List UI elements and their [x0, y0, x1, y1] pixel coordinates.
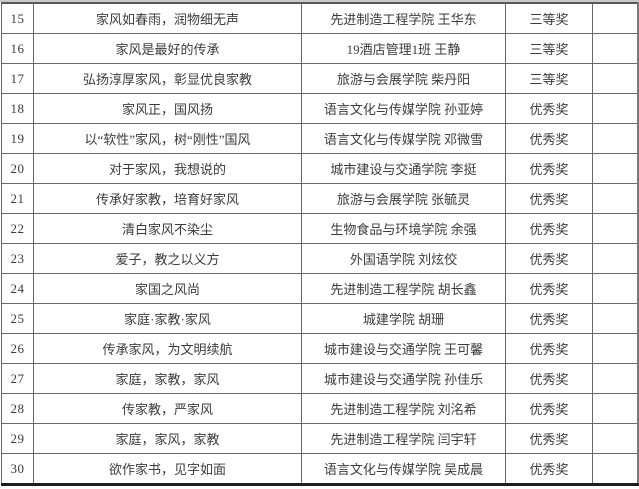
award-cell: 优秀奖 — [505, 273, 593, 304]
title-cell: 家风是最好的传承 — [33, 33, 302, 64]
award-cell: 优秀奖 — [505, 123, 593, 154]
notes-cell — [592, 243, 638, 274]
table-row: 15 家风如春雨，润物细无声 先进制造工程学院 王华东 三等奖 — [1, 2, 638, 34]
author-cell: 先进制造工程学院 王华东 — [301, 2, 506, 34]
author-cell: 城市建设与交通学院 李挺 — [301, 153, 506, 184]
notes-cell — [592, 123, 638, 154]
title-cell: 爱子，教之以义方 — [33, 243, 302, 274]
row-number-cell: 28 — [1, 393, 34, 424]
table-row: 25 家庭·家教·家风 城建学院 胡珊 优秀奖 — [1, 303, 638, 334]
notes-cell — [592, 2, 638, 34]
row-number-cell: 19 — [1, 123, 34, 154]
author-cell: 城建学院 胡珊 — [301, 303, 506, 334]
row-number-cell: 27 — [1, 363, 34, 394]
award-cell: 优秀奖 — [505, 363, 593, 394]
author-cell: 语言文化与传媒学院 吴成晨 — [301, 453, 506, 485]
award-cell: 优秀奖 — [505, 153, 593, 184]
title-cell: 家风如春雨，润物细无声 — [33, 2, 302, 34]
award-cell: 优秀奖 — [505, 333, 593, 364]
title-cell: 清白家风不染尘 — [33, 213, 302, 244]
award-cell: 优秀奖 — [505, 243, 593, 274]
table-row: 17 弘扬淳厚家风，彰显优良家教 旅游与会展学院 柴丹阳 三等奖 — [1, 63, 638, 94]
title-cell: 家庭，家风，家教 — [33, 423, 302, 454]
table-row: 18 家风正，国风扬 语言文化与传媒学院 孙亚婷 优秀奖 — [1, 93, 638, 124]
row-number-cell: 20 — [1, 153, 34, 184]
table-row: 29 家庭，家风，家教 先进制造工程学院 闫宇轩 优秀奖 — [1, 423, 638, 454]
award-cell: 三等奖 — [505, 63, 593, 94]
table-row: 27 家庭，家教，家风 城市建设与交通学院 孙佳乐 优秀奖 — [1, 363, 638, 394]
author-cell: 生物食品与环境学院 余强 — [301, 213, 506, 244]
notes-cell — [592, 93, 638, 124]
table-row: 21 传承好家教，培育好家风 旅游与会展学院 张毓灵 优秀奖 — [1, 183, 638, 214]
table-row: 20 对于家风，我想说的 城市建设与交通学院 李挺 优秀奖 — [1, 153, 638, 184]
top-edge-divider — [0, 0, 639, 2]
row-number-cell: 15 — [1, 2, 34, 34]
author-cell: 先进制造工程学院 胡长鑫 — [301, 273, 506, 304]
notes-cell — [592, 153, 638, 184]
row-number-cell: 25 — [1, 303, 34, 334]
title-cell: 家庭·家教·家风 — [33, 303, 302, 334]
award-cell: 优秀奖 — [505, 453, 593, 485]
author-cell: 旅游与会展学院 柴丹阳 — [301, 63, 506, 94]
row-number-cell: 23 — [1, 243, 34, 274]
award-cell: 优秀奖 — [505, 423, 593, 454]
award-cell: 优秀奖 — [505, 303, 593, 334]
notes-cell — [592, 393, 638, 424]
row-number-cell: 18 — [1, 93, 34, 124]
author-cell: 先进制造工程学院 闫宇轩 — [301, 423, 506, 454]
author-cell: 城市建设与交通学院 孙佳乐 — [301, 363, 506, 394]
title-cell: 传家教，严家风 — [33, 393, 302, 424]
row-number-cell: 21 — [1, 183, 34, 214]
row-number-cell: 30 — [1, 453, 34, 485]
title-cell: 家庭，家教，家风 — [33, 363, 302, 394]
notes-cell — [592, 63, 638, 94]
notes-cell — [592, 453, 638, 485]
award-cell: 优秀奖 — [505, 393, 593, 424]
table-row: 16 家风是最好的传承 19酒店管理1班 王静 三等奖 — [1, 33, 638, 64]
notes-cell — [592, 423, 638, 454]
title-cell: 家国之风尚 — [33, 273, 302, 304]
table-row: 26 传承家风，为文明续航 城市建设与交通学院 王可馨 优秀奖 — [1, 333, 638, 364]
author-cell: 语言文化与传媒学院 孙亚婷 — [301, 93, 506, 124]
table-row: 30 欲作家书，见字如面 语言文化与传媒学院 吴成晨 优秀奖 — [1, 453, 638, 485]
table-row: 23 爱子，教之以义方 外国语学院 刘炫佼 优秀奖 — [1, 243, 638, 274]
table-row: 22 清白家风不染尘 生物食品与环境学院 余强 优秀奖 — [1, 213, 638, 244]
author-cell: 先进制造工程学院 刘洺希 — [301, 393, 506, 424]
title-cell: 传承好家教，培育好家风 — [33, 183, 302, 214]
row-number-cell: 29 — [1, 423, 34, 454]
row-number-cell: 16 — [1, 33, 34, 64]
row-number-cell: 24 — [1, 273, 34, 304]
notes-cell — [592, 303, 638, 334]
title-cell: 欲作家书，见字如面 — [33, 453, 302, 485]
title-cell: 传承家风，为文明续航 — [33, 333, 302, 364]
table-row: 28 传家教，严家风 先进制造工程学院 刘洺希 优秀奖 — [1, 393, 638, 424]
award-cell: 优秀奖 — [505, 183, 593, 214]
title-cell: 对于家风，我想说的 — [33, 153, 302, 184]
author-cell: 19酒店管理1班 王静 — [301, 33, 506, 64]
row-number-cell: 22 — [1, 213, 34, 244]
title-cell: 家风正，国风扬 — [33, 93, 302, 124]
award-cell: 优秀奖 — [505, 213, 593, 244]
author-cell: 外国语学院 刘炫佼 — [301, 243, 506, 274]
notes-cell — [592, 273, 638, 304]
author-cell: 旅游与会展学院 张毓灵 — [301, 183, 506, 214]
title-cell: 弘扬淳厚家风，彰显优良家教 — [33, 63, 302, 94]
author-cell: 城市建设与交通学院 王可馨 — [301, 333, 506, 364]
award-cell: 三等奖 — [505, 33, 593, 64]
notes-cell — [592, 183, 638, 214]
award-cell: 优秀奖 — [505, 93, 593, 124]
notes-cell — [592, 213, 638, 244]
award-cell: 三等奖 — [505, 2, 593, 34]
notes-cell — [592, 333, 638, 364]
author-cell: 语言文化与传媒学院 邓微雪 — [301, 123, 506, 154]
title-cell: 以“软性”家风，树“刚性”国风 — [33, 123, 302, 154]
table-row: 24 家国之风尚 先进制造工程学院 胡长鑫 优秀奖 — [1, 273, 638, 304]
notes-cell — [592, 33, 638, 64]
table-row: 19 以“软性”家风，树“刚性”国风 语言文化与传媒学院 邓微雪 优秀奖 — [1, 123, 638, 154]
notes-cell — [592, 363, 638, 394]
row-number-cell: 26 — [1, 333, 34, 364]
row-number-cell: 17 — [1, 63, 34, 94]
